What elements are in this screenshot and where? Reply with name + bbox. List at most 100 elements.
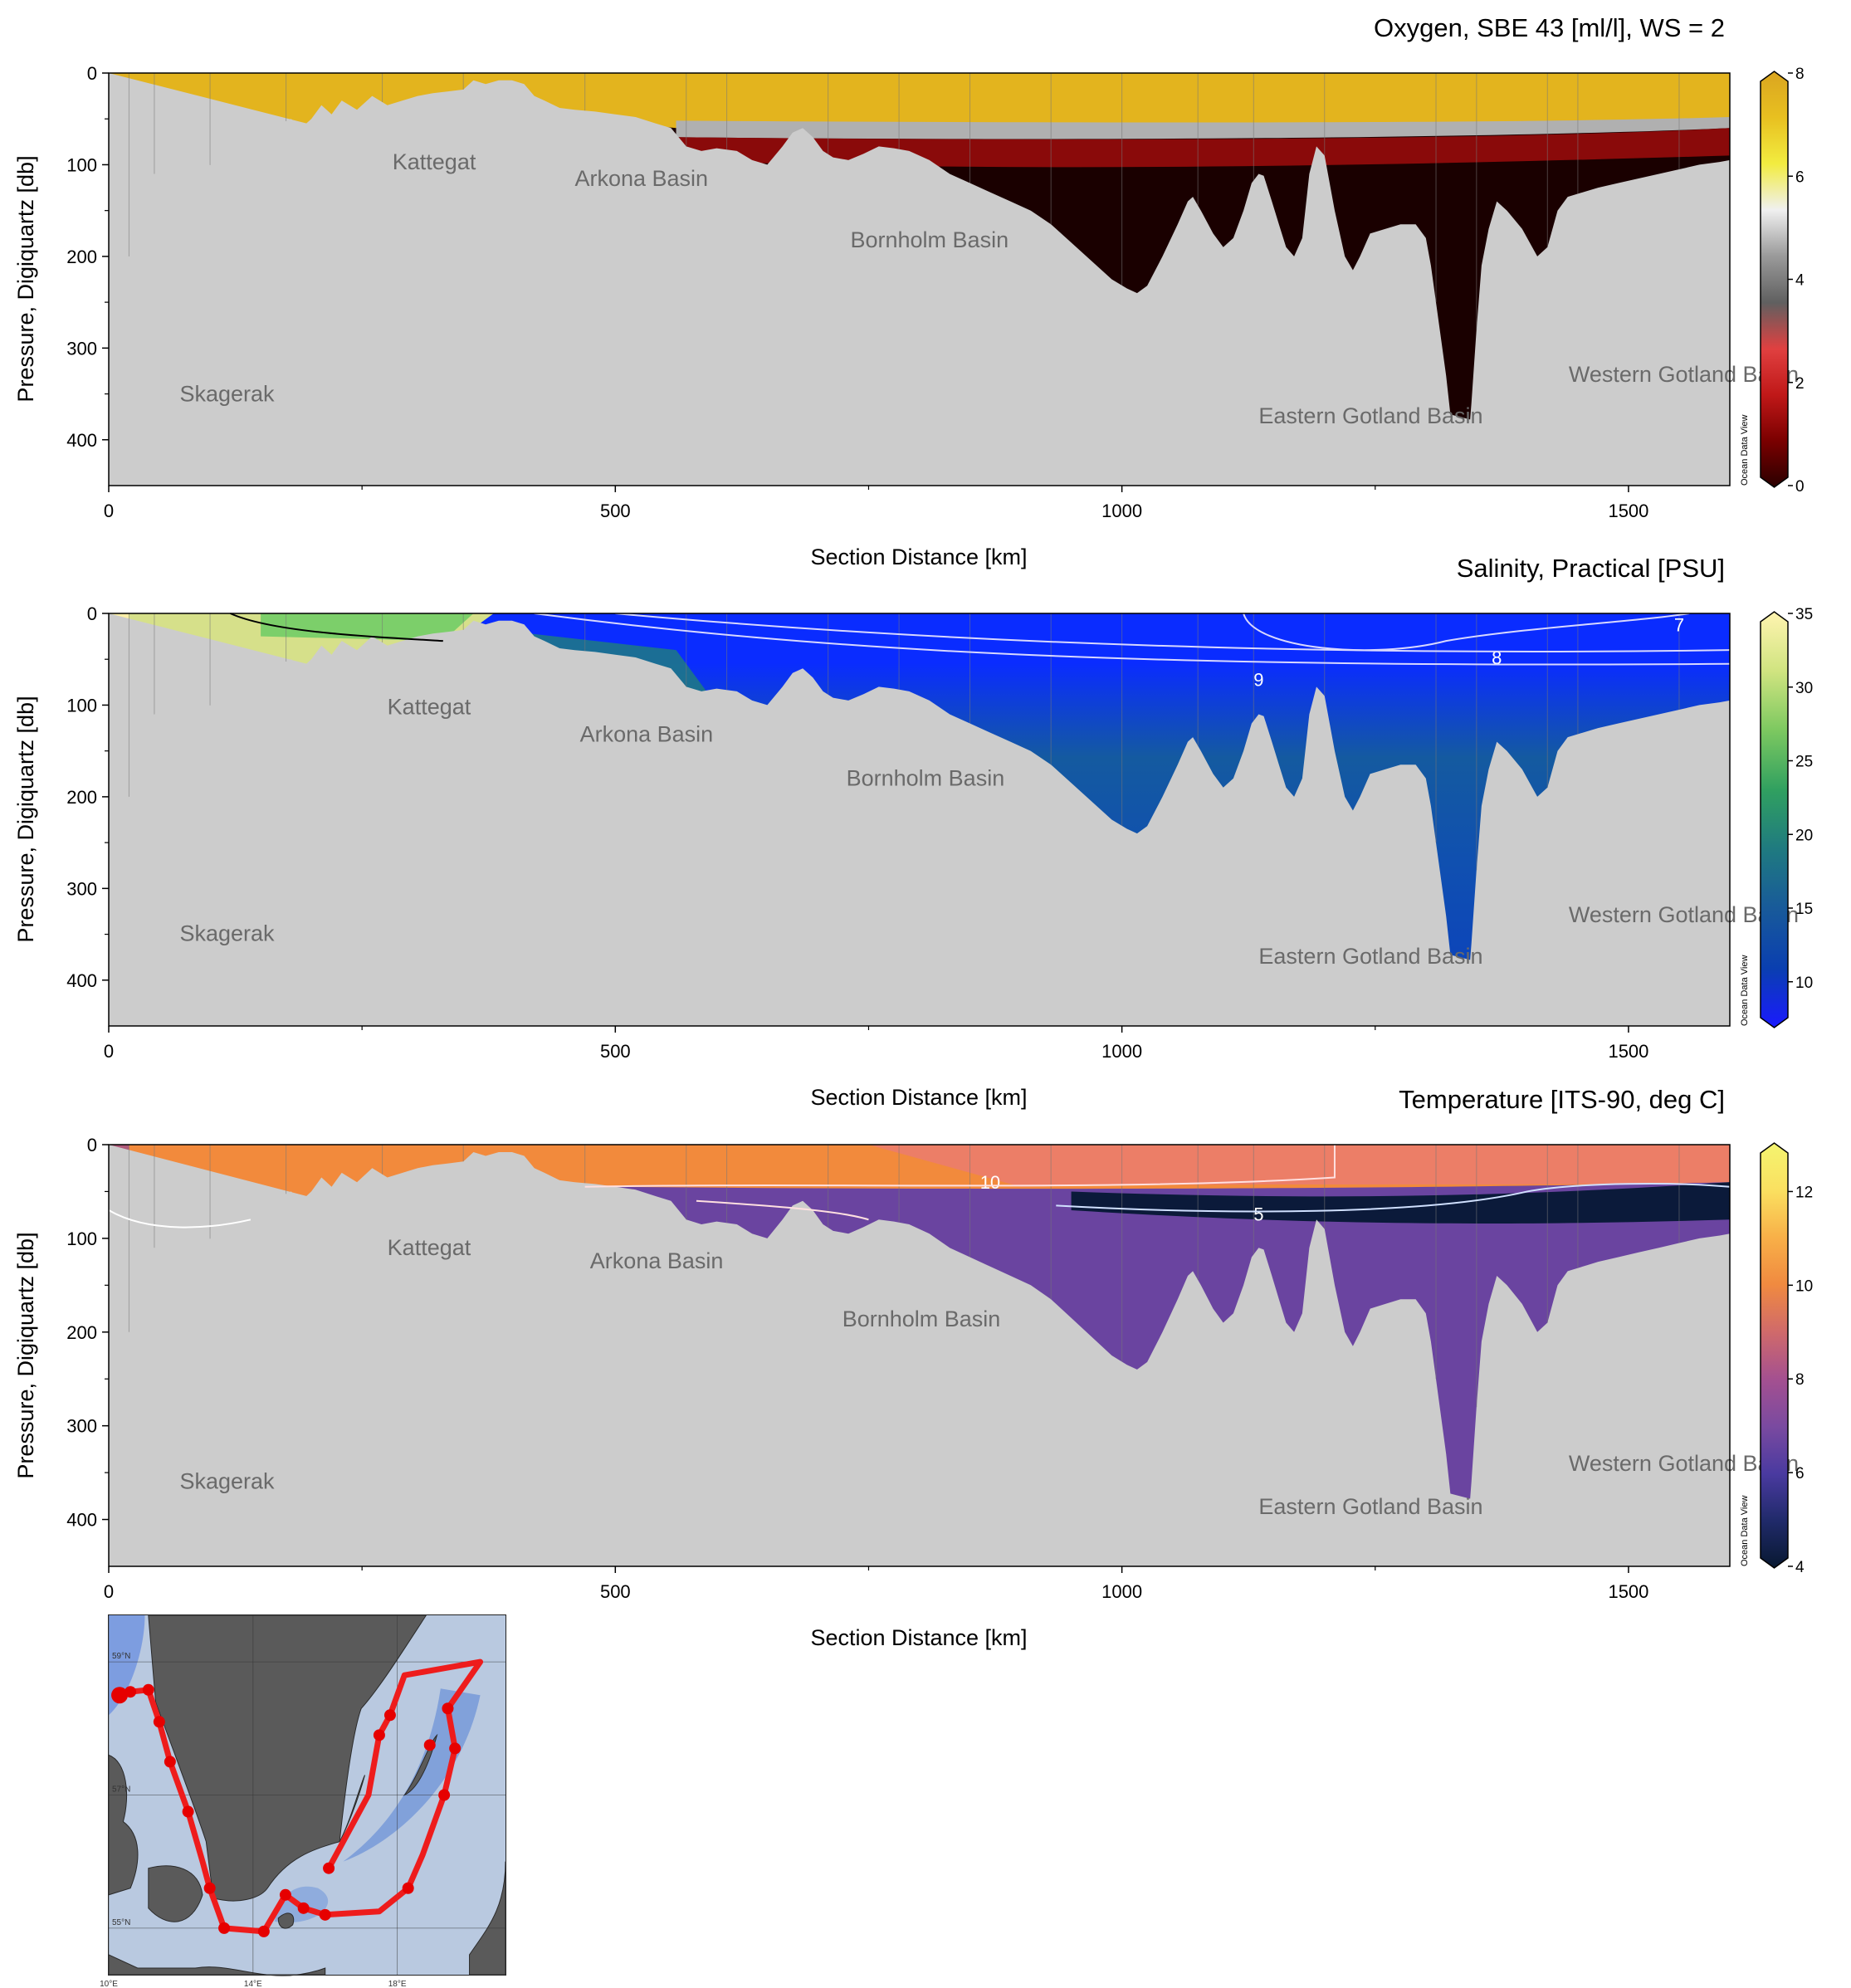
basin-label: Bornholm Basin: [850, 227, 1009, 252]
isotherm-10-bornholm: [696, 1199, 869, 1221]
map-tick-labels: 10°E 14°E 18°E 59°N 57°N 55°N: [100, 1652, 407, 1988]
colorbar-tick-label: 20: [1795, 827, 1813, 844]
plot-frame: [108, 72, 1731, 486]
colorbar-gradient: [1760, 1142, 1789, 1569]
frontal-zone: [261, 613, 474, 642]
colorbar-tick-label: 4: [1795, 1559, 1805, 1576]
station-markers: [111, 1683, 462, 1937]
y-tick-label: 300: [66, 878, 97, 899]
colorbar-tick-label: 2: [1795, 375, 1805, 393]
station-marker: [164, 1756, 176, 1768]
baltic-states-coast: [469, 1861, 506, 1976]
contour-label: 5: [1253, 1204, 1263, 1225]
y-tick-label: 0: [87, 1135, 97, 1155]
oxygen-panel: Oxygen, SBE 43 [ml/l], WS = 2 Kattegat A…: [13, 13, 1805, 569]
station-marker: [125, 1686, 137, 1698]
x-tick-label: 0: [104, 1041, 114, 1062]
oxygen-x-axis-label: Section Distance [km]: [810, 545, 1027, 569]
x-tick-label: 0: [104, 1581, 114, 1602]
zealand-land: [148, 1865, 203, 1922]
colorbar-tick-label: 6: [1795, 1465, 1805, 1482]
map-lat-tick: 59°N: [112, 1652, 130, 1661]
temperature-basin-labels: Kattegat Arkona Basin Bornholm Basin Ska…: [179, 1235, 1799, 1519]
station-marker: [142, 1683, 154, 1696]
colorbar-tick-label: 10: [1795, 1277, 1813, 1295]
map-lon-tick: 10°E: [100, 1980, 118, 1988]
station-marker: [383, 1709, 396, 1722]
basin-label: Arkona Basin: [574, 166, 708, 191]
temperature-odv-watermark: Ocean Data View: [1740, 1496, 1750, 1566]
y-tick-label: 400: [66, 970, 97, 991]
isohaline-8: [615, 613, 1731, 652]
basin-label: Bornholm Basin: [847, 766, 1005, 791]
station-map: 10°E 14°E 18°E 59°N 57°N 55°N: [100, 1614, 506, 1988]
colorbar-gradient: [1760, 71, 1789, 488]
x-tick-label: 1000: [1101, 1041, 1142, 1062]
station-marker: [373, 1729, 385, 1741]
temperature-x-axis-label: Section Distance [km]: [810, 1625, 1027, 1650]
isohaline-20: [230, 613, 443, 642]
oxygen-colorbar: 0 2 4 6 8: [1760, 66, 1805, 496]
basin-label: Eastern Gotland Basin: [1258, 944, 1482, 969]
salinity-axes: 0 500 1000 1500 0 100 200 300 400: [66, 603, 1731, 1062]
colorbar-tick-label: 0: [1795, 478, 1805, 496]
x-tick-label: 500: [600, 1041, 631, 1062]
colorbar-tick-label: 8: [1795, 66, 1805, 83]
y-tick-label: 0: [87, 63, 97, 84]
colorbar-tick-label: 30: [1795, 680, 1813, 697]
salinity-cast-lines: [108, 613, 1680, 1026]
x-tick-label: 1500: [1608, 1581, 1648, 1602]
station-marker: [423, 1739, 436, 1751]
isotherm-5: [1056, 1183, 1731, 1213]
map-lon-tick: 14°E: [244, 1980, 262, 1988]
x-tick-label: 0: [104, 501, 114, 521]
land-border: [109, 613, 1730, 1026]
y-tick-label: 400: [66, 430, 97, 451]
x-tick-label: 1000: [1101, 1581, 1142, 1602]
basin-label: Kattegat: [393, 149, 476, 174]
oxygen-odv-watermark: Ocean Data View: [1740, 415, 1750, 486]
y-tick-label: 300: [66, 338, 97, 359]
plot-frame: [108, 613, 1731, 1027]
colorbar-tick-label: 12: [1795, 1184, 1813, 1201]
contour-label: 8: [1492, 647, 1502, 668]
map-lon-tick: 18°E: [388, 1980, 407, 1988]
isohaline-7: [1243, 613, 1690, 652]
basin-label: Skagerak: [179, 1468, 275, 1493]
basin-label: Skagerak: [179, 921, 275, 945]
land-border: [109, 1145, 1730, 1566]
oxygen-chart-title: Oxygen, SBE 43 [ml/l], WS = 2: [1374, 13, 1725, 42]
hypoxic-layer: [676, 128, 1730, 168]
salinity-contours: 7 8 9: [230, 613, 1731, 691]
station-marker: [297, 1902, 310, 1914]
station-marker: [402, 1882, 414, 1894]
basin-label: Arkona Basin: [590, 1248, 724, 1273]
isohaline-9: [534, 613, 1731, 666]
oxygen-y-axis-label: Pressure, Digiquartz [db]: [13, 155, 38, 402]
station-marker: [449, 1742, 462, 1755]
plot-frame: [108, 1144, 1731, 1567]
map-lat-tick: 57°N: [112, 1785, 130, 1795]
oxygen-axes: 0 500 1000 1500 0 100 200 300 400: [66, 63, 1731, 521]
basin-label: Arkona Basin: [580, 722, 714, 747]
y-tick-label: 100: [66, 1228, 97, 1249]
y-tick-label: 200: [66, 1322, 97, 1343]
contour-label: 7: [1674, 614, 1684, 635]
y-tick-label: 200: [66, 247, 97, 267]
contour-label: 9: [1253, 670, 1263, 691]
y-tick-label: 200: [66, 787, 97, 808]
station-marker: [111, 1687, 129, 1704]
station-marker: [153, 1716, 165, 1728]
y-tick-label: 0: [87, 603, 97, 624]
x-tick-label: 500: [600, 501, 631, 521]
isotherm-10-west: [108, 1209, 252, 1228]
x-tick-label: 500: [600, 1581, 631, 1602]
map-land: [108, 1614, 506, 1976]
sweden-land: [148, 1614, 427, 1902]
station-marker: [323, 1862, 335, 1874]
temperature-contours: 10 5: [108, 1145, 1731, 1228]
basin-label: Kattegat: [388, 1235, 471, 1260]
oland-island: [339, 1775, 366, 1842]
temperature-chart-title: Temperature [ITS-90, deg C]: [1399, 1085, 1725, 1114]
